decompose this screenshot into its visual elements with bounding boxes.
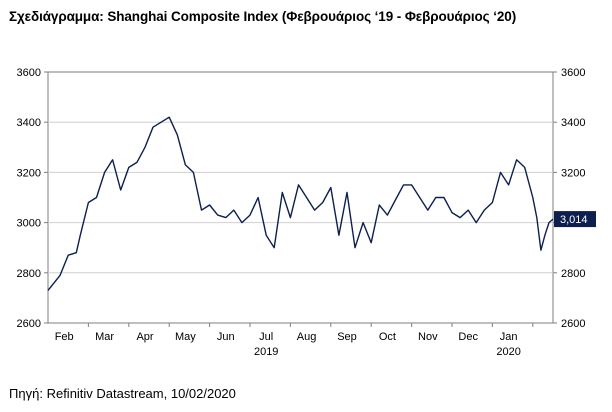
last-value-badge: 3,014 [554, 211, 596, 228]
gridlines [44, 71, 557, 324]
line-chart: 2600 2800 3000 3200 3400 3600 2600 2800 3000 320… [17, 67, 596, 358]
y-tick-label-right: 2600 [561, 318, 585, 330]
y-tick-label-right: 3200 [561, 167, 585, 179]
x-tick-label: Jan [500, 331, 518, 343]
x-tick-label: Aug [297, 331, 317, 343]
y-tick-label-left: 2800 [17, 268, 41, 280]
x-tick-label: Sep [337, 331, 357, 343]
year-label: 2019 [254, 346, 278, 358]
y-tick-label-left: 3400 [17, 117, 41, 129]
y-tick-label-left: 2600 [17, 318, 41, 330]
x-tick-label: Dec [458, 331, 478, 343]
series-line-shanghai-composite [47, 116, 554, 291]
x-axis-ticks [87, 323, 534, 327]
x-tick-label: Feb [55, 331, 74, 343]
x-tick-label: Oct [379, 331, 396, 343]
y-tick-label-left: 3600 [17, 67, 41, 79]
chart-title: Σχεδιάγραμμα: Shanghai Composite Index (… [9, 9, 517, 24]
x-tick-label: Mar [95, 331, 114, 343]
y-tick-label-right: 3400 [561, 117, 585, 129]
x-axis-tick-labels: Feb Mar Apr May Jun Jul Aug Sep Oct Nov Dec Jan [55, 331, 518, 343]
source-note: Πηγή: Refinitiv Datastream, 10/02/2020 [9, 386, 236, 401]
x-tick-label: Nov [418, 331, 438, 343]
y-tick-label-left: 3000 [17, 218, 41, 230]
y-tick-label-right: 3600 [561, 67, 585, 79]
x-tick-label: May [175, 331, 196, 343]
left-axis-tick-labels: 2600 2800 3000 3200 3400 3600 [17, 67, 41, 330]
y-tick-label-right: 2800 [561, 268, 585, 280]
last-value-label: 3,014 [560, 214, 588, 226]
year-label: 2020 [496, 346, 520, 358]
x-tick-label: Apr [136, 331, 153, 343]
x-tick-label: Jul [259, 331, 273, 343]
year-labels: 2019 2020 [254, 346, 521, 358]
x-tick-label: Jun [217, 331, 235, 343]
last-value-badge-box [554, 211, 596, 228]
y-tick-label-left: 3200 [17, 167, 41, 179]
plot-frame [47, 71, 554, 324]
